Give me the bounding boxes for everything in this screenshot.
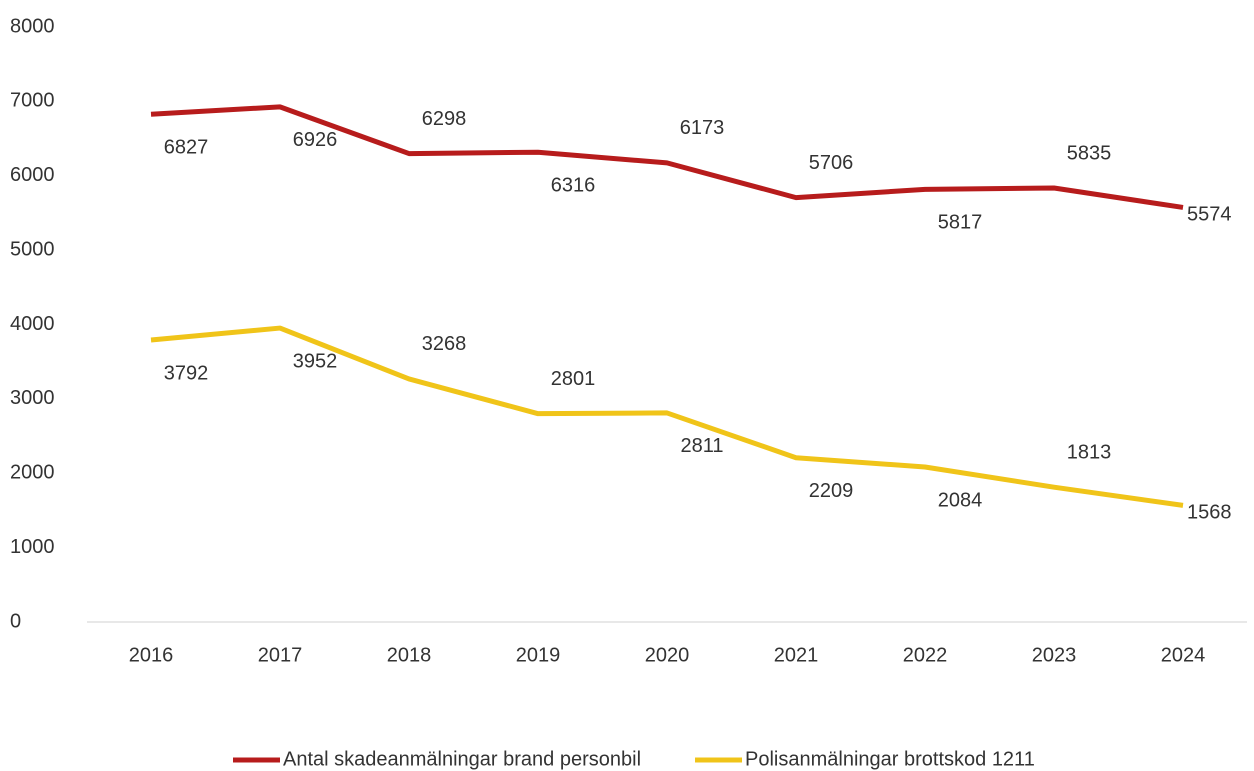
x-tick-label: 2019 (516, 644, 561, 666)
y-tick-label: 3000 (10, 387, 55, 409)
data-label: 2209 (809, 480, 854, 502)
data-label: 6827 (164, 137, 209, 159)
series-line (150, 325, 1184, 508)
data-label: 6316 (551, 175, 596, 197)
x-tick-label: 2024 (1161, 644, 1206, 666)
data-label: 5835 (1067, 142, 1112, 164)
x-tick-label: 2018 (387, 644, 432, 666)
x-tick-label: 2022 (903, 644, 948, 666)
x-tick-label: 2016 (129, 644, 174, 666)
x-tick-label: 2021 (774, 644, 819, 666)
series-line (150, 104, 1184, 210)
y-tick-label: 5000 (10, 238, 55, 260)
data-label: 1568 (1187, 502, 1232, 524)
legend-label: Polisanmälningar brottskod 1211 (745, 748, 1035, 770)
y-tick-label: 7000 (10, 90, 55, 112)
x-tick-label: 2020 (645, 644, 690, 666)
data-label: 5574 (1187, 204, 1232, 226)
y-tick-label: 1000 (10, 536, 55, 558)
y-tick-label: 6000 (10, 164, 55, 186)
y-tick-label: 8000 (10, 15, 55, 37)
data-label: 6298 (422, 108, 467, 130)
data-label: 3952 (293, 350, 338, 372)
data-label: 2084 (938, 489, 983, 511)
data-label: 3792 (164, 362, 209, 384)
data-label: 5706 (809, 152, 854, 174)
data-label: 6926 (293, 129, 338, 151)
y-tick-label: 4000 (10, 313, 55, 335)
data-label: 1813 (1067, 441, 1112, 463)
data-label: 2811 (680, 435, 723, 457)
x-tick-label: 2017 (258, 644, 303, 666)
y-tick-label: 0 (10, 610, 21, 632)
y-tick-label: 2000 (10, 462, 55, 484)
data-label: 2801 (551, 368, 596, 390)
data-label: 5817 (938, 212, 983, 234)
data-label: 3268 (422, 333, 467, 355)
data-label: 6173 (680, 117, 725, 139)
legend-label: Antal skadeanmälningar brand personbil (283, 748, 641, 770)
x-tick-label: 2023 (1032, 644, 1077, 666)
